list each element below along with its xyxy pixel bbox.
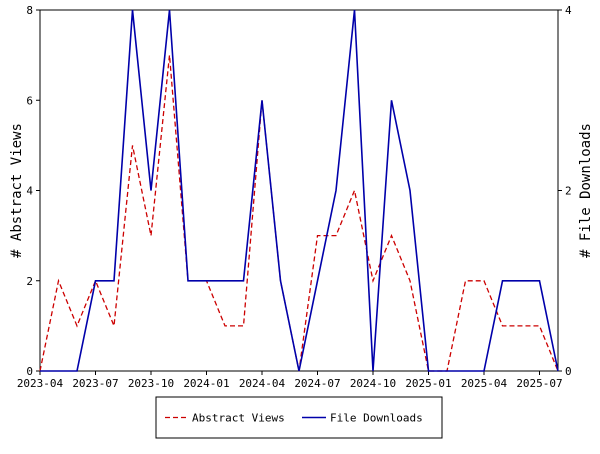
y-left-tick-label: 4 [26, 185, 33, 198]
x-tick-label: 2025-07 [516, 377, 562, 390]
y-left-tick-label: 8 [26, 4, 33, 17]
series-line-abstract-views [39, 55, 559, 372]
y-axis-right-title: # File Downloads [578, 123, 594, 258]
legend-label: File Downloads [330, 412, 423, 425]
x-tick-label: 2024-10 [350, 377, 396, 390]
series-line-file-downloads [40, 9, 559, 372]
plot-frame [39, 9, 559, 372]
legend-box [155, 396, 443, 439]
x-tick-label: 2025-04 [461, 377, 508, 390]
x-tick-label: 2024-07 [294, 377, 340, 390]
x-tick-label: 2023-07 [72, 377, 118, 390]
y-left-tick-label: 6 [26, 94, 33, 107]
y-left-tick-label: 2 [26, 275, 33, 288]
y-axis-left-title: # Abstract Views [9, 123, 25, 258]
x-tick-label: 2024-04 [239, 377, 286, 390]
y-right-tick-label: 4 [565, 4, 572, 17]
legend-label: Abstract Views [192, 412, 285, 425]
y-right-tick-label: 2 [565, 185, 572, 198]
x-tick-label: 2023-04 [17, 377, 64, 390]
y-right-tick-label: 0 [565, 365, 572, 378]
y-left-tick-label: 0 [26, 365, 33, 378]
x-tick-label: 2024-01 [183, 377, 229, 390]
x-tick-label: 2023-10 [128, 377, 174, 390]
x-tick-label: 2025-01 [405, 377, 451, 390]
